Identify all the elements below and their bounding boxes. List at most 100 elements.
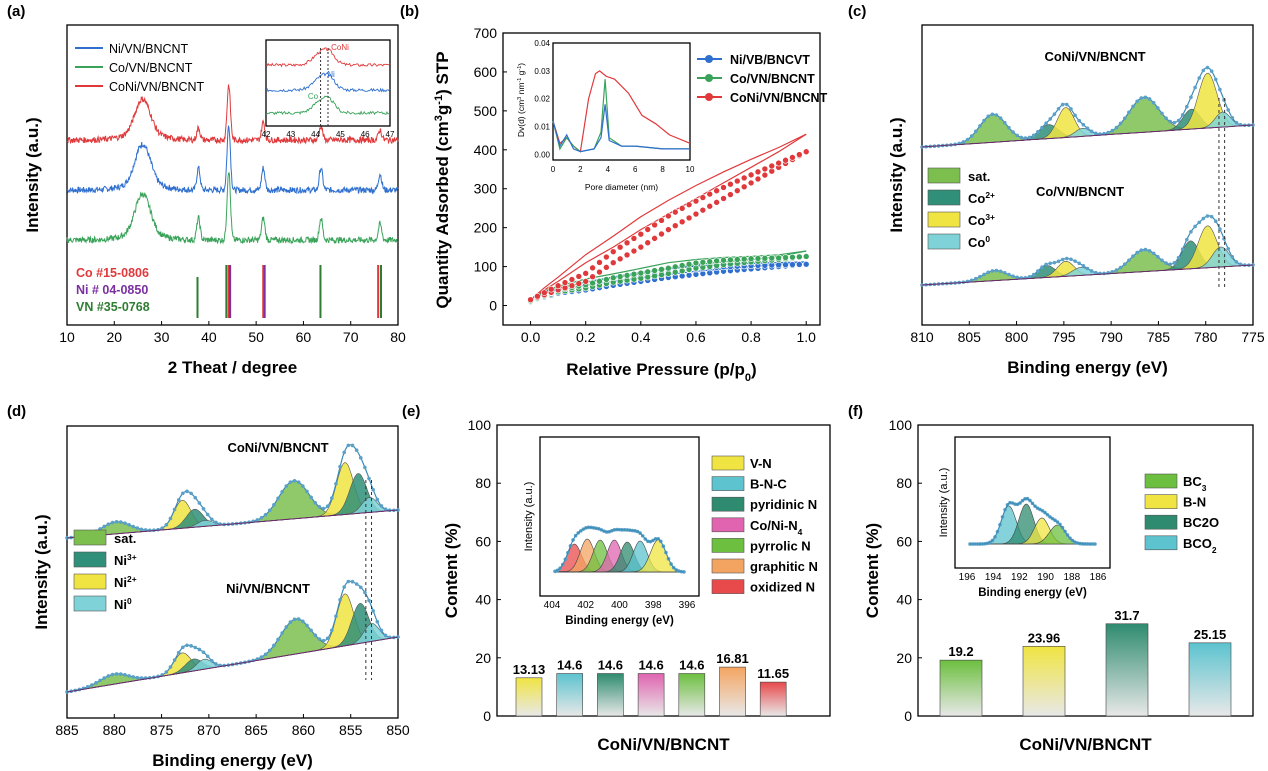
bar: [597, 673, 624, 717]
bet-point: [768, 162, 776, 170]
inset-tick-label: 43: [286, 130, 295, 139]
bet-point: [692, 210, 700, 218]
y-tick-label: 0: [483, 708, 491, 724]
xps-point: [309, 495, 313, 500]
y-tick-label: 0: [904, 708, 912, 724]
xps-point: [1185, 104, 1189, 109]
legend-entry: Ni2+: [114, 574, 137, 590]
x-tick-label: 885: [55, 722, 79, 738]
x-tick-label: 785: [1147, 329, 1171, 345]
xps-point: [367, 476, 371, 481]
inset-tick-label: 192: [1011, 572, 1028, 583]
legend-entry: graphitic N: [750, 559, 818, 574]
bet-point: [596, 277, 603, 285]
bet-point: [665, 226, 672, 233]
bet-point: [665, 212, 672, 220]
inset-axis-title: Binding energy (eV): [978, 587, 1087, 599]
bar-value-label: 14.6: [638, 658, 663, 673]
bet-point: [671, 263, 679, 271]
xps-point: [280, 489, 284, 494]
legend-swatch: [927, 211, 961, 228]
legend-entry: sat.: [968, 169, 990, 184]
x-tick-label: 1.0: [796, 329, 816, 345]
xps-point: [135, 675, 140, 680]
bet-point: [603, 264, 610, 271]
legend-marker: [705, 93, 713, 101]
xps-point: [1002, 270, 1007, 275]
legend-swatch: [1144, 535, 1178, 551]
bet-point: [582, 270, 589, 277]
xps-point: [396, 508, 400, 512]
bet-inset-series: [552, 79, 690, 153]
legend-swatch: [711, 579, 745, 594]
xps-point: [164, 670, 169, 674]
legend-entry: oxidized N: [750, 580, 815, 595]
xps-point: [185, 489, 189, 494]
bar: [515, 677, 543, 717]
xps-point: [172, 658, 177, 662]
xps-point: [1118, 121, 1123, 126]
xps-point: [342, 585, 347, 589]
bet-point: [802, 253, 810, 260]
xps-point: [1213, 77, 1218, 82]
bet-point: [720, 256, 727, 264]
xps-point: [338, 464, 342, 469]
legend-swatch: [927, 189, 961, 206]
bet-point: [609, 274, 617, 282]
xps-point: [990, 112, 995, 117]
xps-point: [110, 520, 115, 525]
y-tick-label: 100: [889, 417, 913, 433]
xps-point: [982, 272, 986, 277]
bet-point: [747, 179, 755, 187]
xps-point: [1164, 116, 1168, 121]
inset-axis-title: Binding energy (eV): [565, 615, 674, 627]
xps-point: [371, 487, 375, 492]
y-tick-label: 60: [475, 533, 491, 549]
inset-tick-label: 190: [1037, 572, 1054, 583]
inset-tick-label: 196: [959, 572, 976, 583]
legend-swatch: [73, 573, 107, 590]
xps-point: [1230, 116, 1235, 120]
xps-point: [1226, 108, 1230, 112]
xps-point: [1135, 250, 1139, 255]
bet-point: [720, 195, 727, 202]
xps-point: [1197, 220, 1202, 225]
xps-point: [189, 491, 193, 496]
xps-point: [176, 498, 181, 502]
xps-point: [1011, 274, 1015, 278]
bet-point: [789, 154, 796, 161]
xps-point: [305, 489, 309, 494]
x-tick-label: 775: [1241, 329, 1265, 345]
xps-point: [259, 655, 264, 659]
inset-tick-label: 404: [544, 600, 561, 611]
bar: [678, 673, 706, 717]
xps-point: [85, 685, 90, 689]
xps-point: [1073, 259, 1077, 263]
xps-point: [1069, 107, 1073, 111]
bet-point: [775, 254, 782, 262]
xps-point: [1197, 76, 1202, 80]
xps-point: [1180, 113, 1185, 117]
xps-point: [1218, 87, 1222, 92]
panel-label: (e): [402, 403, 420, 420]
inset-tick-label: 47: [386, 130, 395, 139]
xps-point: [110, 672, 115, 677]
panel-label: (c): [848, 3, 866, 20]
xps-point: [114, 520, 119, 524]
xps-point: [354, 582, 359, 586]
x-tick-label: 40: [201, 329, 217, 345]
xps-point: [1060, 102, 1065, 107]
xps-point: [346, 443, 351, 448]
xps-point: [1122, 116, 1127, 121]
xps-point: [1069, 257, 1073, 262]
bet-point: [623, 272, 631, 279]
y-tick-label: 40: [896, 592, 912, 608]
xps-point: [1189, 95, 1193, 100]
y-tick-label: 300: [474, 181, 498, 197]
inset-tick-label: 0.03: [534, 67, 550, 76]
y-tick-label: 80: [896, 475, 912, 491]
xps-point: [201, 507, 206, 511]
xps-point: [168, 516, 173, 521]
xps-point: [1040, 265, 1044, 270]
legend-swatch: [1144, 514, 1178, 530]
